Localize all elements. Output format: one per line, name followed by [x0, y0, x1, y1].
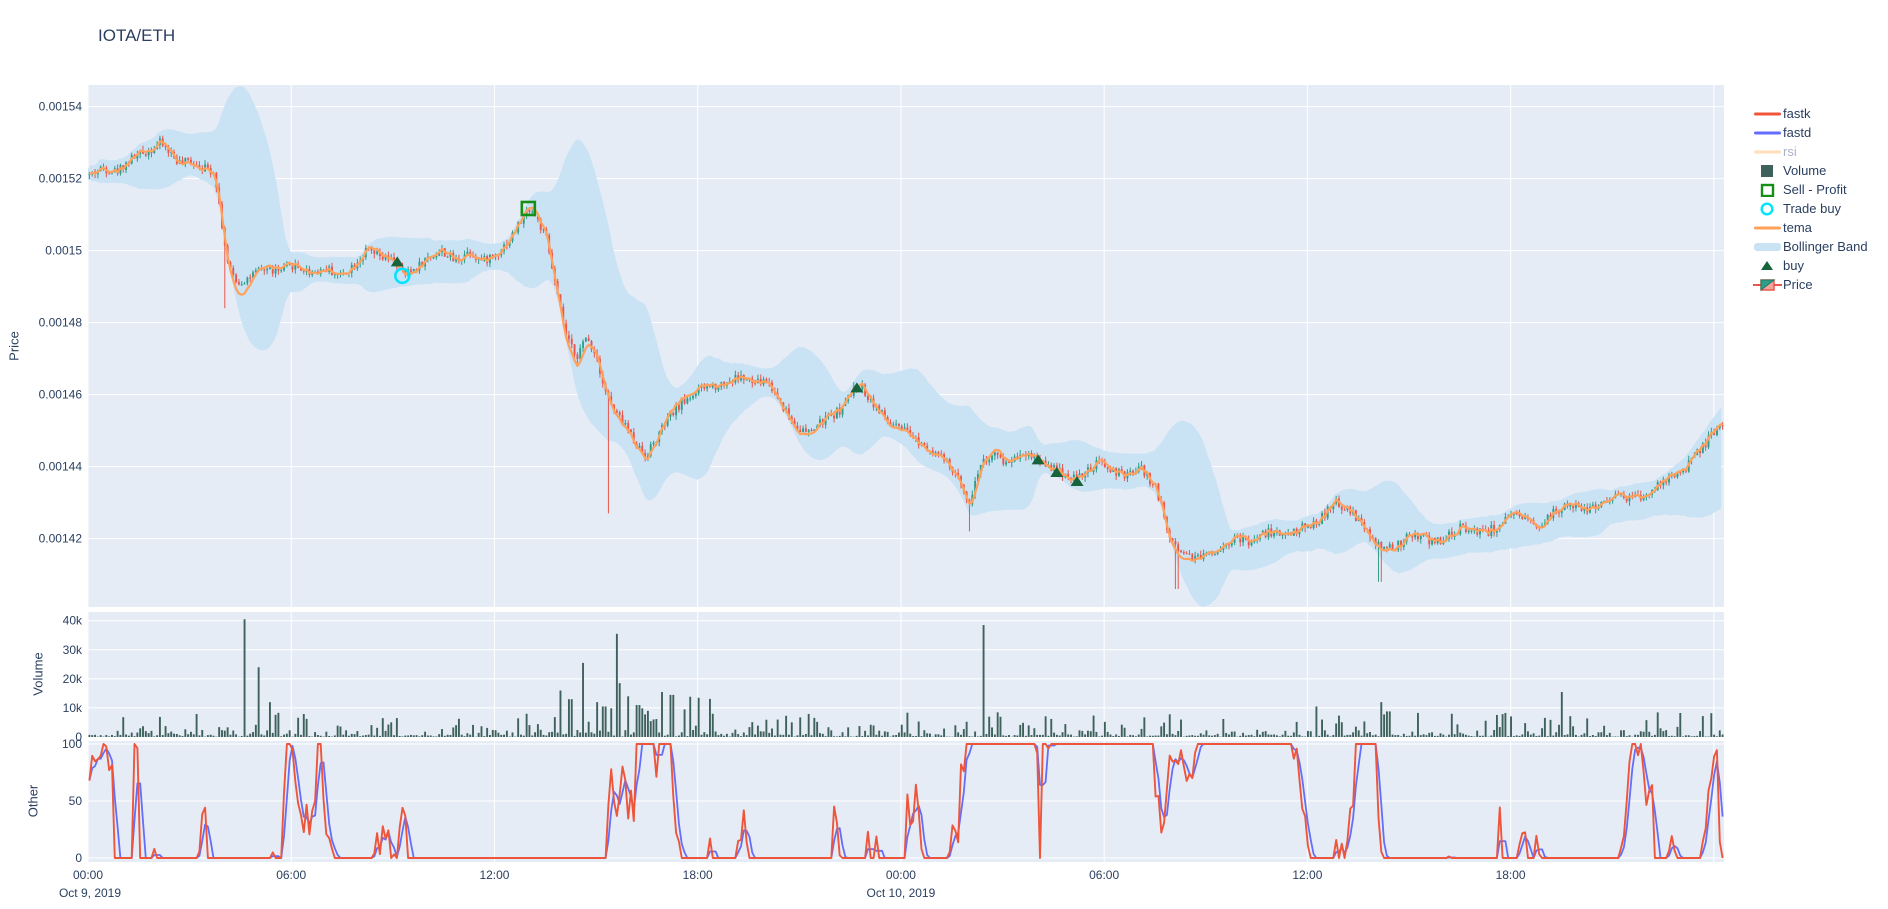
price-legend-swatch	[1753, 278, 1782, 291]
other-tick-label: 0	[75, 851, 82, 865]
x-tick-label: 12:00	[1292, 868, 1322, 882]
other-tick-label: 50	[69, 794, 83, 808]
sell-profit-marker	[520, 200, 537, 217]
buy-legend-swatch	[1761, 260, 1773, 270]
fastk-line	[88, 743, 1724, 859]
fastk-legend-swatch	[1754, 112, 1781, 115]
buy-marker	[850, 382, 864, 393]
legend-item-label: Price	[1783, 277, 1813, 292]
buy-marker	[390, 256, 404, 267]
buy-marker	[1070, 476, 1084, 486]
legend-item-label: fastk	[1783, 106, 1811, 121]
legend-item-bollinger[interactable]: Bollinger Band	[1753, 237, 1868, 256]
legend-item-label: Bollinger Band	[1783, 239, 1868, 254]
legend-item-label: Trade buy	[1783, 201, 1842, 216]
x-tick-label: 12:00	[479, 868, 509, 882]
price-tick-label: 0.00152	[39, 172, 83, 186]
price-axis-title: Price	[6, 331, 22, 361]
volume-legend-swatch	[1761, 164, 1773, 177]
x-tick-label: 18:00	[1496, 868, 1526, 882]
legend-item-price[interactable]: Price	[1753, 275, 1868, 294]
price-tick-label: 0.00144	[39, 460, 83, 474]
tema-legend-swatch	[1754, 226, 1781, 229]
volume-tick-label: 30k	[63, 643, 83, 657]
x-date-label: Oct 9, 2019	[59, 886, 121, 900]
other-axis-title: Other	[25, 784, 41, 818]
fastd-legend-swatch	[1754, 131, 1781, 134]
legend-item-sell-profit[interactable]: Sell - Profit	[1753, 180, 1868, 199]
sell-profit-legend-swatch	[1760, 183, 1775, 197]
price-tick-label: 0.00146	[39, 388, 83, 402]
buy-marker	[1031, 454, 1045, 465]
price-tick-label: 0.00148	[39, 316, 83, 330]
legend-item-fastk[interactable]: fastk	[1753, 104, 1868, 123]
price-tick-label: 0.0015	[45, 244, 82, 258]
volume-axis-title: Volume	[30, 652, 46, 696]
x-tick-label: 06:00	[276, 868, 306, 882]
price-panel-bg	[88, 85, 1724, 607]
x-date-label: Oct 10, 2019	[867, 886, 936, 900]
buy-marker	[1050, 467, 1064, 477]
legend-item-label: tema	[1783, 220, 1812, 235]
other-tick-label: 100	[62, 737, 82, 751]
bollinger-legend-swatch	[1754, 242, 1781, 251]
tema-line	[88, 140, 1724, 562]
price-tick-label: 0.00154	[39, 100, 83, 114]
legend-item-rsi[interactable]: rsi	[1753, 142, 1868, 161]
x-tick-label: 06:00	[1089, 868, 1119, 882]
volume-tick-label: 10k	[63, 701, 83, 715]
trade-markers	[390, 200, 1084, 486]
legend-item-volume[interactable]: Volume	[1753, 161, 1868, 180]
chart-title: IOTA/ETH	[98, 26, 176, 45]
legend-item-label: rsi	[1783, 144, 1797, 159]
volume-panel-bg	[88, 612, 1724, 737]
volume-tick-label: 0	[75, 730, 82, 744]
legend: fastk fastd rsi Volume Sell - Profit Trade bu…	[1753, 104, 1868, 294]
legend-item-label: buy	[1783, 258, 1804, 273]
legend-item-tema[interactable]: tema	[1753, 218, 1868, 237]
price-tick-label: 0.00142	[39, 532, 83, 546]
volume-tick-label: 20k	[63, 672, 83, 686]
bollinger-band	[88, 86, 1722, 607]
legend-item-trade-buy[interactable]: Trade buy	[1753, 199, 1868, 218]
legend-item-label: Sell - Profit	[1783, 182, 1847, 197]
trade-buy-legend-swatch	[1760, 201, 1774, 216]
legend-item-label: fastd	[1783, 125, 1812, 140]
x-tick-label: 18:00	[683, 868, 713, 882]
legend-item-buy[interactable]: buy	[1753, 256, 1868, 275]
volume-bars	[88, 619, 1724, 737]
volume-tick-label: 40k	[63, 614, 83, 628]
rsi-legend-swatch	[1754, 150, 1781, 153]
legend-item-label: Volume	[1783, 163, 1827, 178]
trade-buy-marker	[394, 267, 411, 285]
x-tick-label: 00:00	[886, 868, 916, 882]
x-tick-label: 00:00	[73, 868, 103, 882]
legend-item-fastd[interactable]: fastd	[1753, 123, 1868, 142]
